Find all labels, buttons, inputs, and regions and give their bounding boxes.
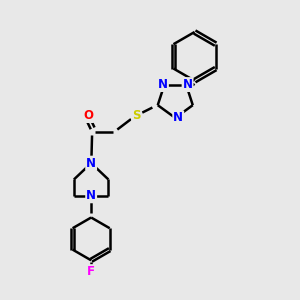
Text: F: F — [87, 265, 95, 278]
Text: N: N — [183, 78, 193, 91]
Text: S: S — [132, 109, 141, 122]
Text: N: N — [173, 111, 183, 124]
Text: N: N — [86, 189, 96, 202]
Text: N: N — [86, 157, 96, 169]
Text: O: O — [83, 109, 93, 122]
Text: N: N — [158, 78, 168, 91]
